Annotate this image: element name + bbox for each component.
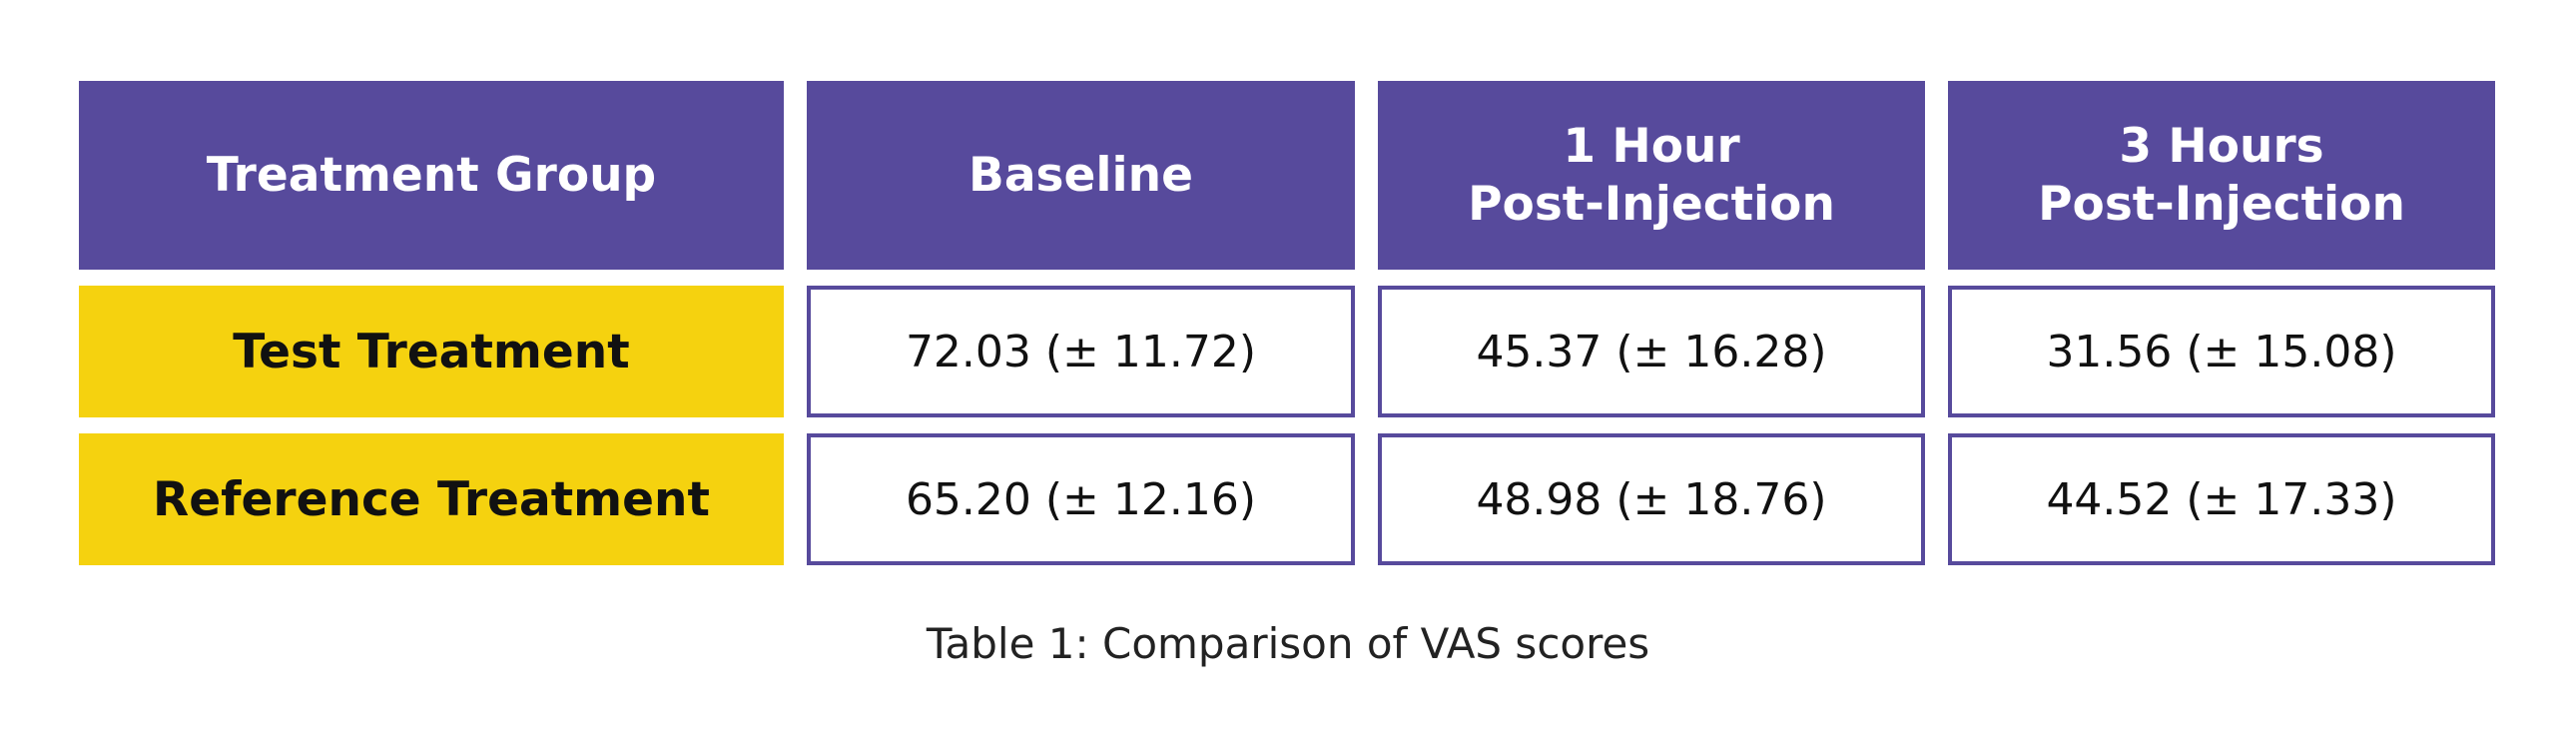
- header-cell: Baseline: [807, 81, 1355, 270]
- header-cell: 1 Hour Post-Injection: [1378, 81, 1925, 270]
- value-text: 72.03 (± 11.72): [905, 326, 1257, 377]
- row-header-cell: Test Treatment: [79, 286, 784, 417]
- header-text: Treatment Group: [206, 147, 657, 203]
- value-cell: 45.37 (± 16.28): [1378, 286, 1925, 417]
- table-caption: Table 1: Comparison of VAS scores: [926, 619, 1650, 668]
- value-cell: 48.98 (± 18.76): [1378, 433, 1925, 565]
- header-text: Post-Injection: [2038, 176, 2405, 232]
- value-cell: 31.56 (± 15.08): [1948, 286, 2495, 417]
- value-cell: 44.52 (± 17.33): [1948, 433, 2495, 565]
- row-header-text: Test Treatment: [233, 324, 630, 379]
- value-cell: 72.03 (± 11.72): [807, 286, 1355, 417]
- header-text: 1 Hour: [1563, 118, 1740, 174]
- comparison-table: Treatment Group Baseline 1 Hour Post-Inject…: [79, 81, 2495, 565]
- row-header-text: Reference Treatment: [153, 471, 710, 527]
- header-text: Post-Injection: [1468, 176, 1835, 232]
- value-text: 44.52 (± 17.33): [2046, 473, 2397, 525]
- value-text: 45.37 (± 16.28): [1476, 326, 1827, 377]
- row-header-cell: Reference Treatment: [79, 433, 784, 565]
- value-text: 31.56 (± 15.08): [2046, 326, 2397, 377]
- value-cell: 65.20 (± 12.16): [807, 433, 1355, 565]
- header-text: 3 Hours: [2119, 118, 2324, 174]
- value-text: 65.20 (± 12.16): [905, 473, 1257, 525]
- header-cell: Treatment Group: [79, 81, 784, 270]
- header-text: Baseline: [968, 147, 1193, 203]
- header-cell: 3 Hours Post-Injection: [1948, 81, 2495, 270]
- value-text: 48.98 (± 18.76): [1476, 473, 1827, 525]
